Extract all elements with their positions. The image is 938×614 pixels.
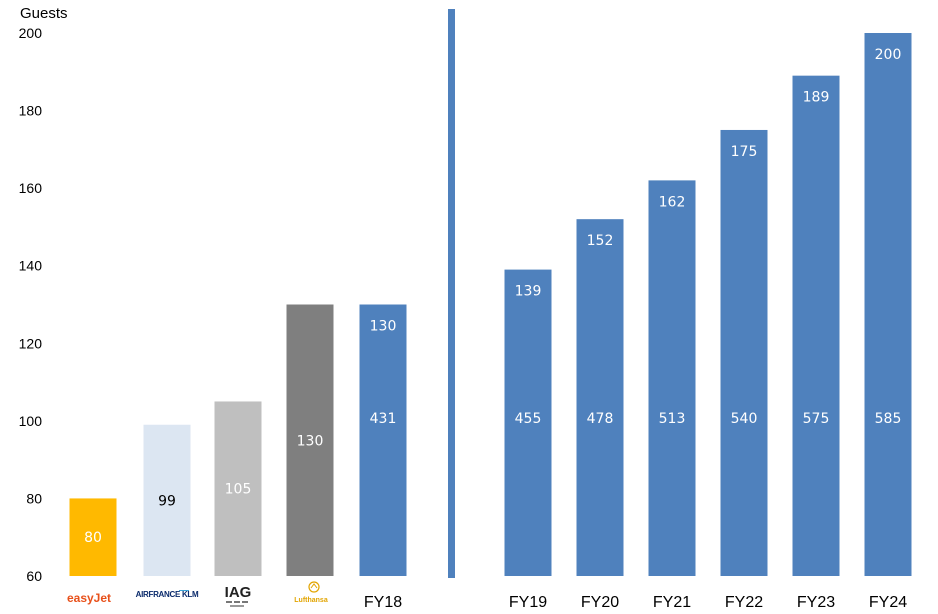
svg-text:IAG: IAG — [225, 584, 252, 601]
x-tick-label: FY20 — [581, 594, 619, 611]
bar — [69, 498, 117, 576]
svg-text:AIRFRANCE KLM: AIRFRANCE KLM — [136, 590, 199, 599]
y-tick-label: 140 — [19, 258, 43, 274]
bar — [648, 180, 696, 576]
bar-value-label: 139 — [515, 284, 542, 300]
bar-value-label: 200 — [875, 47, 902, 63]
svg-text:easyJet: easyJet — [67, 591, 111, 605]
bar-secondary-label: 585 — [875, 411, 902, 427]
value-labels: 80 99 105 130 130 431 139 455 152 478 162 513 175 540… — [84, 47, 901, 546]
y-tick-label: 160 — [19, 180, 43, 196]
x-tick-label: FY22 — [725, 594, 763, 611]
y-tick-label: 60 — [26, 568, 42, 584]
bar-secondary-label: 455 — [515, 411, 542, 427]
bar-value-label: 189 — [803, 90, 830, 106]
bar — [286, 304, 334, 576]
bar-value-label: 130 — [370, 319, 397, 335]
bar-value-label: 162 — [659, 194, 686, 210]
bar-secondary-label: 478 — [587, 411, 614, 427]
bar-value-label: 99 — [158, 493, 176, 509]
bar — [864, 33, 912, 576]
bar-secondary-label: 575 — [803, 411, 830, 427]
bar-value-label: 80 — [84, 530, 102, 546]
x-tick-label: FY24 — [869, 594, 907, 611]
x-tick-label: FY21 — [653, 594, 691, 611]
bar-secondary-label: 431 — [370, 411, 397, 427]
bar-value-label: 130 — [297, 433, 324, 449]
y-tick-label: 80 — [26, 490, 42, 506]
x-tick-label: FY19 — [509, 594, 547, 611]
bars — [69, 33, 912, 577]
bar — [792, 75, 840, 577]
lufthansa-logo: Lufthansa — [294, 581, 328, 604]
bar — [576, 219, 624, 576]
bar-secondary-label: 513 — [659, 411, 686, 427]
bar-secondary-label: 540 — [731, 411, 758, 427]
airfrance-klm-logo: AIRFRANCE KLM — [136, 590, 199, 599]
y-axis-ticks: 60 80 100 120 140 160 180 200 — [19, 25, 43, 584]
bar — [359, 304, 407, 576]
svg-text:Lufthansa: Lufthansa — [294, 597, 328, 604]
bar — [143, 424, 191, 576]
x-tick-label: FY18 — [364, 594, 402, 611]
x-tick-label: FY23 — [797, 594, 835, 611]
bar — [504, 269, 552, 576]
y-tick-label: 120 — [19, 335, 43, 351]
bar-value-label: 105 — [225, 482, 252, 498]
bar-value-label: 175 — [731, 144, 758, 160]
iag-logo: IAG — [225, 584, 252, 607]
y-tick-label: 180 — [19, 103, 43, 119]
period-divider — [448, 9, 455, 578]
bar-value-label: 152 — [587, 233, 614, 249]
bar — [720, 129, 768, 576]
bar — [214, 401, 262, 576]
easyjet-logo: easyJet — [67, 591, 111, 605]
x-axis-labels: easyJet AIRFRANCE KLM IAG Lufthansa FY18 FY19… — [67, 581, 907, 611]
y-axis-title: Guests — [20, 5, 68, 22]
y-tick-label: 200 — [19, 25, 43, 41]
y-tick-label: 100 — [19, 413, 43, 429]
